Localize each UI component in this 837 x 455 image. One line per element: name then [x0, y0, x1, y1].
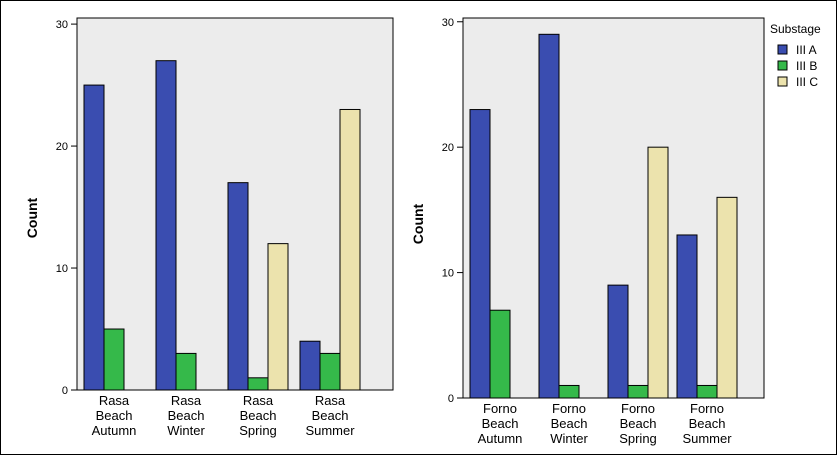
bar-rasa-iiib-spring: [247, 377, 269, 391]
bar-forno-iiia-summer: [676, 234, 698, 399]
bar-rasa-iiic-summer: [339, 108, 361, 391]
x-tick-label: Winter: [167, 423, 205, 438]
bar-forno-iiic-spring: [647, 146, 669, 399]
x-tick-label: Beach: [482, 416, 519, 431]
bar-rasa-iiib-summer: [319, 352, 341, 391]
x-tick-label: Autumn: [478, 431, 523, 446]
y-tick-label: 10: [442, 268, 454, 280]
x-tick-label: Beach: [551, 416, 588, 431]
y-tick-label: 30: [56, 19, 68, 31]
x-tick-label: Autumn: [92, 423, 137, 438]
bar-forno-iiib-spring: [627, 384, 649, 399]
y-tick-label: 10: [56, 263, 68, 275]
bar-forno-iiia-autumn: [469, 109, 491, 399]
bar-rasa-iiia-autumn: [83, 84, 105, 391]
bar-rasa-iiib-autumn: [103, 328, 125, 391]
bar-forno-iiia-spring: [607, 284, 629, 399]
x-tick-label: Spring: [619, 431, 657, 446]
x-tick-label: Winter: [550, 431, 588, 446]
legend-swatch: [777, 44, 788, 55]
bar-forno-iiib-winter: [558, 384, 580, 399]
x-tick-label: Rasa: [243, 393, 274, 408]
x-tick-label: Beach: [168, 408, 205, 423]
x-tick-label: Rasa: [315, 393, 346, 408]
bar-forno-iiia-winter: [538, 33, 560, 399]
x-tick-label: Beach: [620, 416, 657, 431]
legend-swatch: [777, 76, 788, 87]
bar-rasa-iiic-spring: [267, 243, 289, 391]
y-axis-label-forno: Count: [410, 203, 426, 244]
x-tick-label: Forno: [552, 401, 586, 416]
x-tick-label: Summer: [305, 423, 355, 438]
bar-rasa-iiia-spring: [227, 182, 249, 391]
x-tick-label: Summer: [682, 431, 732, 446]
y-tick-label: 20: [56, 141, 68, 153]
panel-forno-beach: Count 0102030FornoBeachAutumnFornoBeachW…: [410, 17, 765, 446]
bar-rasa-iiia-summer: [299, 340, 321, 391]
y-axis-label-rasa: Count: [24, 197, 40, 238]
bar-forno-iiib-summer: [696, 384, 718, 399]
y-tick-label: 20: [442, 142, 454, 154]
y-tick-label: 0: [62, 385, 68, 397]
x-tick-label: Beach: [96, 408, 133, 423]
x-tick-label: Forno: [690, 401, 724, 416]
x-tick-label: Beach: [240, 408, 277, 423]
legend-label: III B: [796, 59, 817, 73]
bar-rasa-iiia-winter: [155, 60, 177, 391]
legend: Substage III A III B III C: [770, 22, 821, 89]
x-tick-label: Forno: [483, 401, 517, 416]
panel-rasa-beach: Count 0102030RasaBeachAutumnRasaBeachWin…: [24, 17, 394, 438]
legend-label: III A: [796, 43, 817, 57]
x-tick-label: Beach: [689, 416, 726, 431]
bar-forno-iiib-autumn: [489, 309, 511, 399]
bar-forno-iiic-summer: [716, 196, 738, 399]
bar-rasa-iiib-winter: [175, 352, 197, 391]
legend-title: Substage: [770, 22, 821, 36]
x-tick-label: Rasa: [99, 393, 130, 408]
legend-label: III C: [796, 75, 818, 89]
x-tick-label: Rasa: [171, 393, 202, 408]
x-tick-label: Forno: [621, 401, 655, 416]
x-tick-label: Beach: [312, 408, 349, 423]
legend-swatch: [777, 60, 788, 71]
x-tick-label: Spring: [239, 423, 277, 438]
y-tick-label: 0: [448, 393, 454, 405]
y-tick-label: 30: [442, 17, 454, 29]
